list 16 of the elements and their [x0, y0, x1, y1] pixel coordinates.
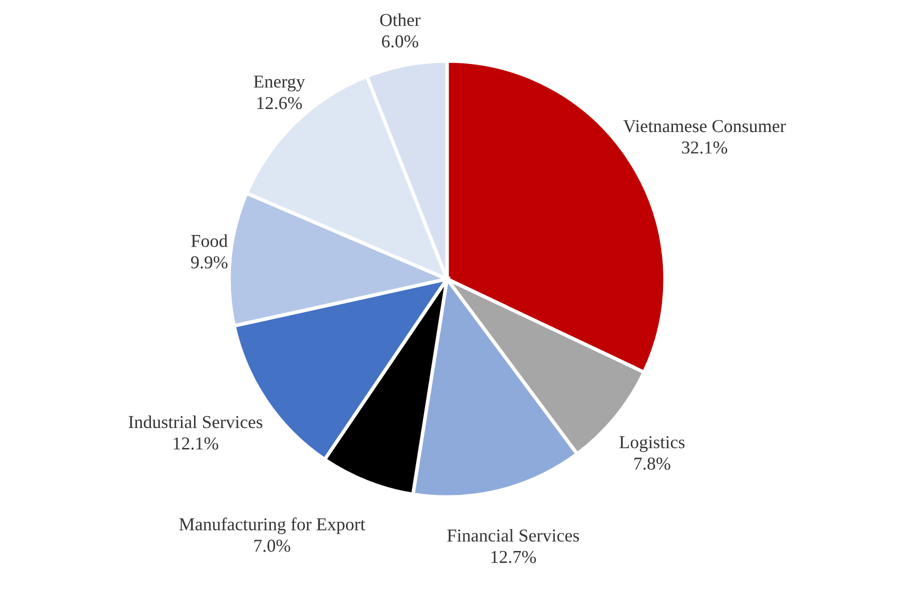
slice-label: Other — [380, 13, 420, 26]
data-label: 12.6% — [257, 96, 302, 110]
slice-label: Industrial Services — [128, 415, 262, 428]
slice-label: Logistics — [619, 436, 685, 452]
slice-label: Vietnamese Consumer — [623, 120, 786, 132]
slice-label: Food — [191, 234, 228, 248]
data-label: 6.0% — [382, 35, 418, 48]
data-label: 7.8% — [634, 458, 670, 470]
data-label: 32.1% — [682, 141, 728, 154]
data-label: 12.1% — [174, 437, 218, 450]
data-label: 9.9% — [191, 256, 228, 269]
data-label: 7.0% — [254, 540, 290, 552]
slice-label: Financial Services — [447, 528, 579, 542]
slice-label: Energy — [254, 76, 306, 92]
data-label: 12.7% — [491, 550, 536, 564]
slice-label: Manufacturing for Export — [179, 518, 366, 534]
